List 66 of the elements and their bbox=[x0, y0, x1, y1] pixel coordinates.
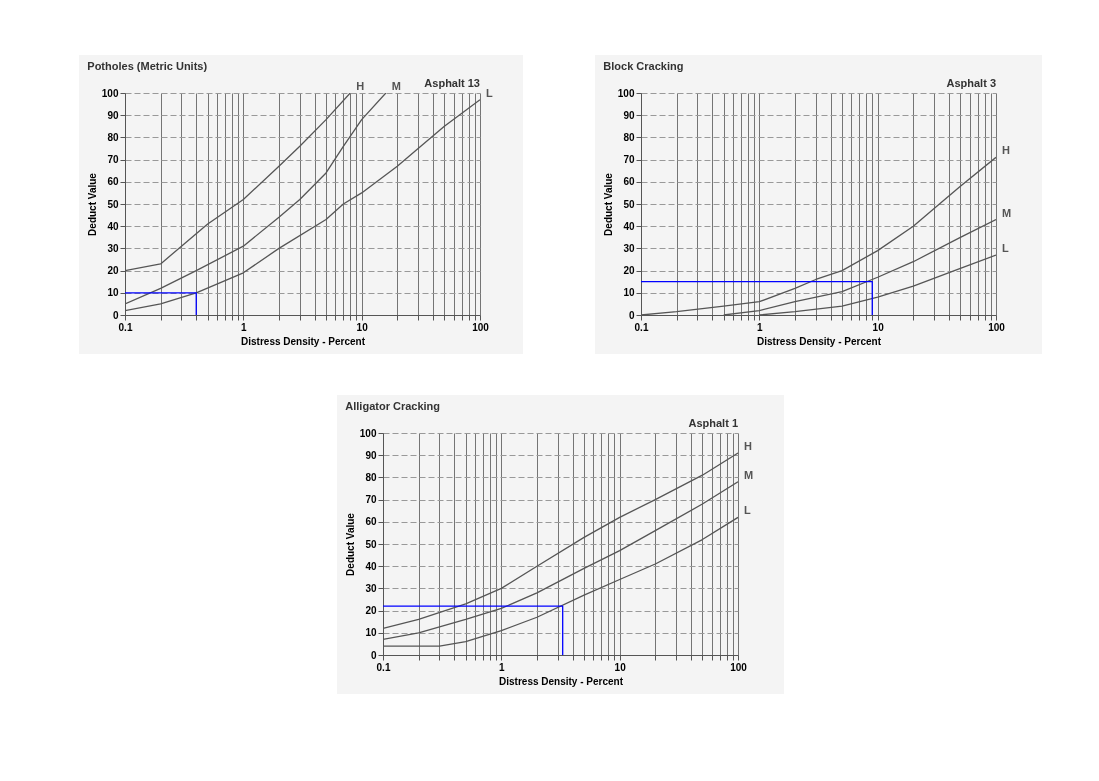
y-tick-label: 30 bbox=[365, 582, 377, 594]
y-tick-label: 70 bbox=[365, 494, 377, 506]
x-axis-title: Distress Density - Percent bbox=[499, 675, 624, 687]
y-tick-label: 40 bbox=[623, 220, 635, 232]
x-tick-label: 1 bbox=[241, 321, 248, 333]
chart-title: Alligator Cracking bbox=[345, 400, 441, 412]
y-tick-label: 100 bbox=[359, 427, 377, 439]
chart-subtitle: Asphalt 13 bbox=[424, 77, 480, 89]
y-tick-label: 80 bbox=[107, 131, 119, 143]
y-tick-label: 40 bbox=[107, 220, 119, 232]
series-label: L bbox=[1002, 242, 1009, 255]
y-tick-label: 50 bbox=[623, 198, 635, 210]
y-axis-title: Deduct Value bbox=[344, 512, 356, 576]
series-label: H bbox=[744, 439, 752, 452]
series-label: L bbox=[744, 504, 751, 517]
y-tick-label: 80 bbox=[623, 131, 635, 143]
y-tick-label: 0 bbox=[370, 649, 377, 661]
y-tick-label: 40 bbox=[365, 560, 377, 572]
x-tick-label: 1 bbox=[757, 321, 764, 333]
y-tick-label: 90 bbox=[107, 109, 119, 121]
y-tick-label: 20 bbox=[623, 265, 635, 277]
series-label: M bbox=[391, 80, 401, 92]
y-tick-label: 20 bbox=[107, 265, 119, 277]
x-tick-label: 1 bbox=[499, 661, 506, 673]
series-label: H bbox=[356, 80, 365, 92]
y-tick-label: 70 bbox=[623, 154, 635, 166]
series-label: M bbox=[744, 468, 754, 481]
x-tick-label: 100 bbox=[730, 661, 748, 673]
series-label: L bbox=[486, 86, 493, 99]
x-tick-label: 0.1 bbox=[376, 661, 391, 673]
y-tick-label: 30 bbox=[623, 242, 635, 254]
y-tick-label: 10 bbox=[107, 287, 119, 299]
y-tick-label: 90 bbox=[623, 109, 635, 121]
y-tick-label: 90 bbox=[365, 449, 377, 461]
series-label: M bbox=[1002, 206, 1012, 219]
x-tick-label: 100 bbox=[472, 321, 490, 333]
y-tick-label: 50 bbox=[107, 198, 119, 210]
y-tick-label: 80 bbox=[365, 471, 377, 483]
y-tick-label: 10 bbox=[623, 287, 635, 299]
y-tick-label: 20 bbox=[365, 605, 377, 617]
y-tick-label: 100 bbox=[101, 87, 119, 99]
y-tick-label: 10 bbox=[365, 627, 377, 639]
y-tick-label: 60 bbox=[365, 516, 377, 528]
y-tick-label: 60 bbox=[623, 176, 635, 188]
y-axis-title: Deduct Value bbox=[602, 172, 614, 236]
y-tick-label: 30 bbox=[107, 242, 119, 254]
x-tick-label: 100 bbox=[988, 321, 1006, 333]
y-tick-label: 70 bbox=[107, 154, 119, 166]
chart-title: Potholes (Metric Units) bbox=[87, 60, 208, 72]
x-tick-label: 0.1 bbox=[118, 321, 133, 333]
x-tick-label: 0.1 bbox=[634, 321, 649, 333]
chart-title: Block Cracking bbox=[603, 60, 684, 72]
chart-subtitle: Asphalt 1 bbox=[688, 417, 738, 429]
series-label: H bbox=[1002, 144, 1010, 157]
y-tick-label: 50 bbox=[365, 538, 377, 550]
x-axis-title: Distress Density - Percent bbox=[241, 335, 366, 347]
y-tick-label: 0 bbox=[628, 309, 635, 321]
chart-subtitle: Asphalt 3 bbox=[946, 77, 996, 89]
x-tick-label: 10 bbox=[356, 321, 369, 333]
y-tick-label: 0 bbox=[112, 309, 119, 321]
x-tick-label: 10 bbox=[614, 661, 627, 673]
y-axis-title: Deduct Value bbox=[86, 172, 98, 236]
x-tick-label: 10 bbox=[872, 321, 885, 333]
y-tick-label: 100 bbox=[617, 87, 635, 99]
x-axis-title: Distress Density - Percent bbox=[757, 335, 882, 347]
y-tick-label: 60 bbox=[107, 176, 119, 188]
